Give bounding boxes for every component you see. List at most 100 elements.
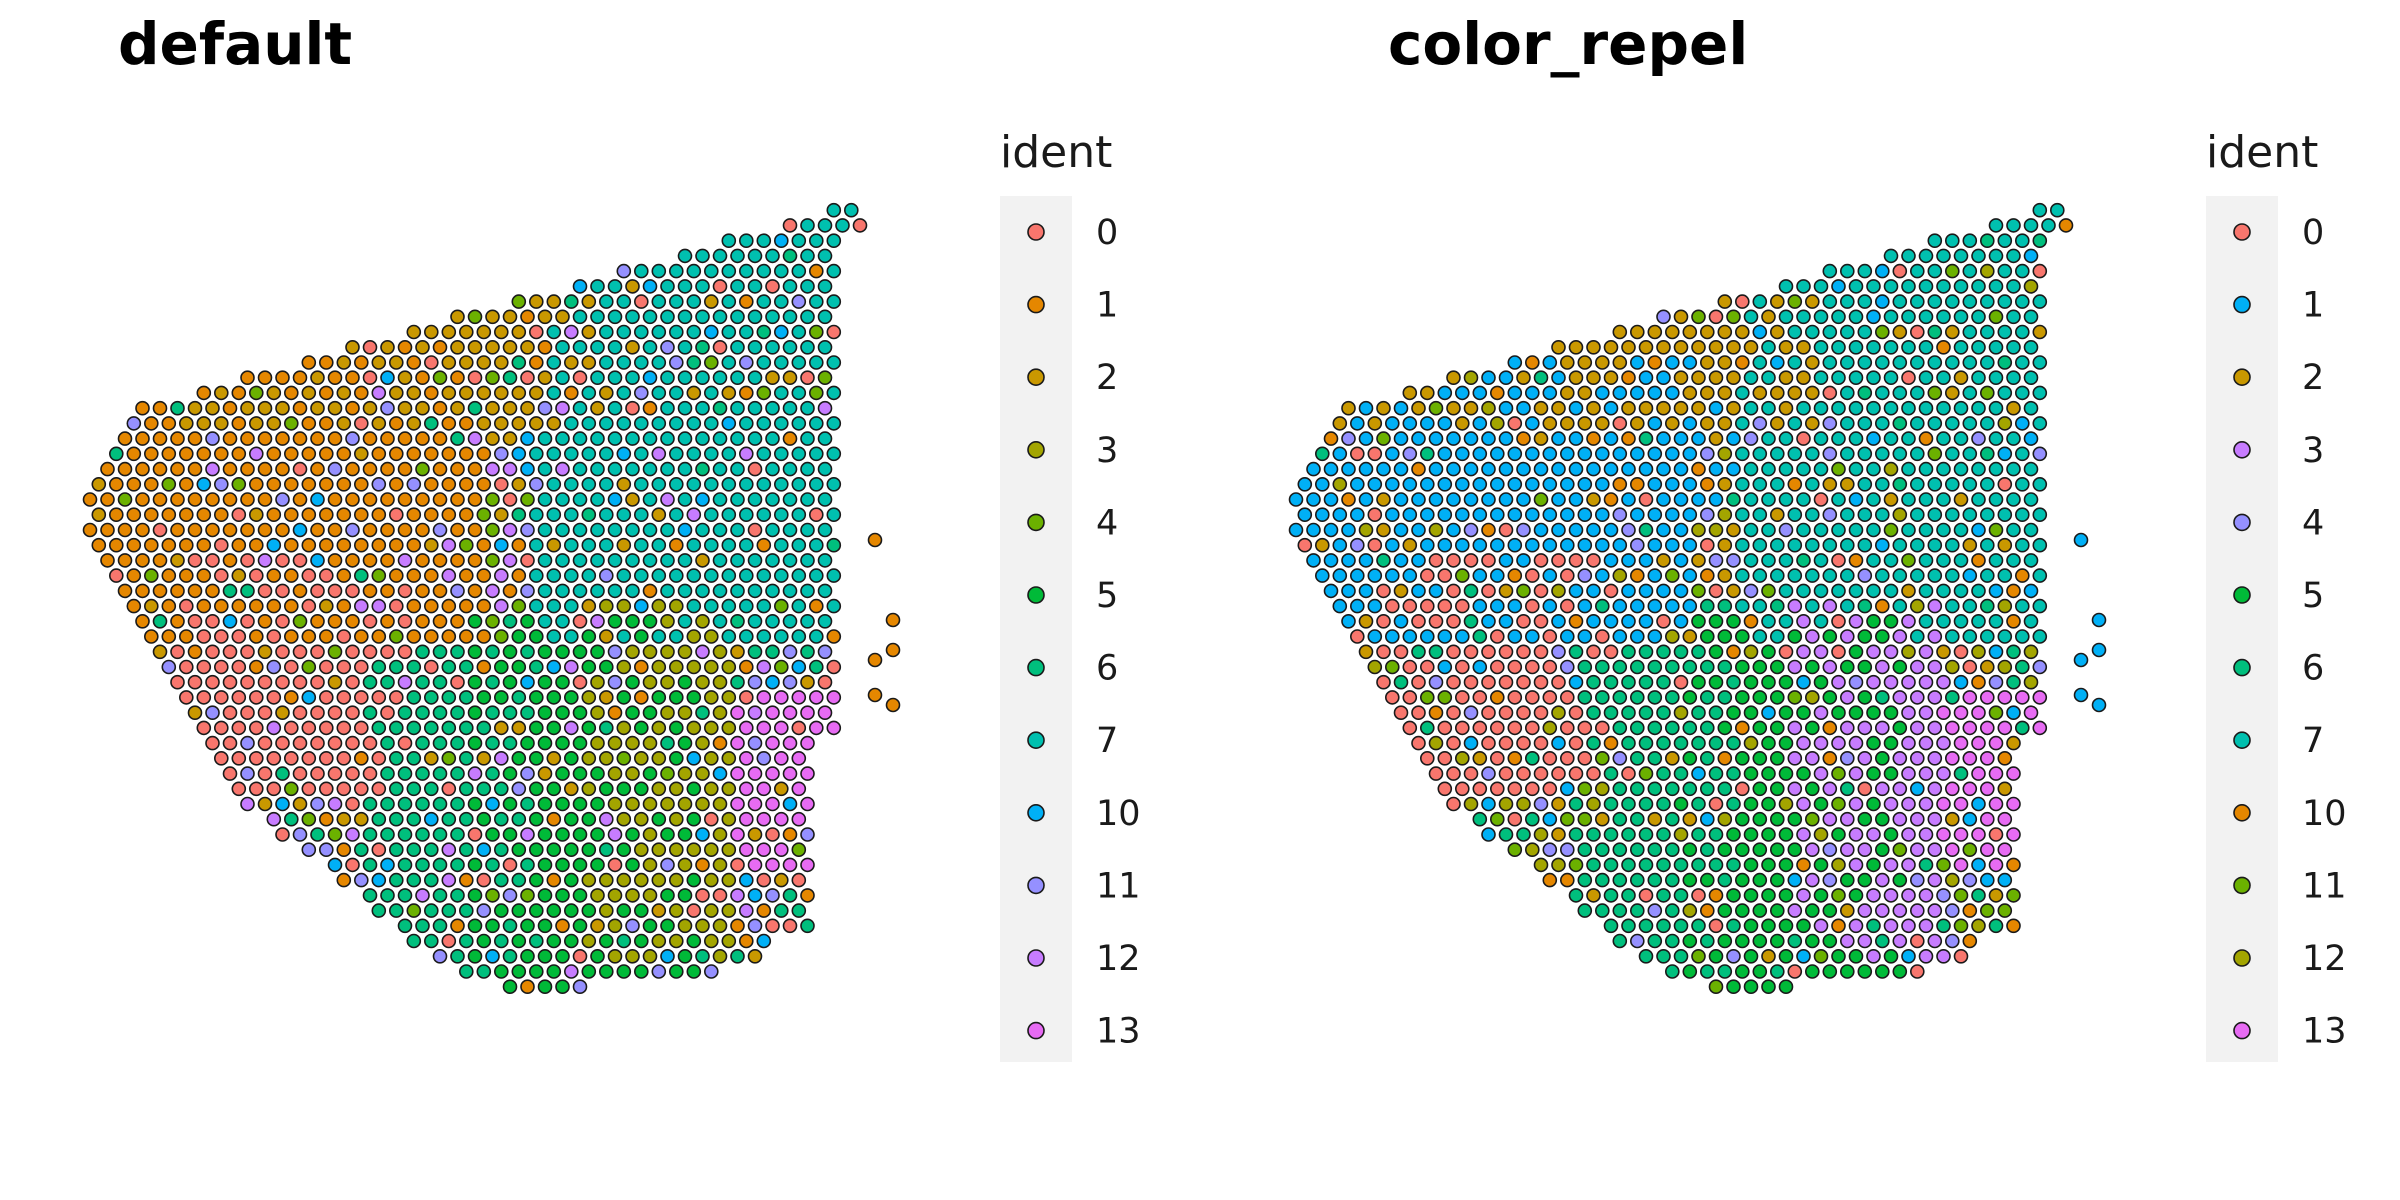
- spot-ident-1: [1875, 537, 1890, 553]
- spot-ident-7: [1918, 339, 1934, 355]
- spot-ident-0: [1376, 674, 1391, 690]
- spot-ident-1: [117, 583, 133, 599]
- spot-ident-10: [572, 279, 588, 294]
- legend-key: [2233, 658, 2251, 677]
- spot-ident-2: [1656, 553, 1671, 568]
- spot-ident-10: [520, 431, 535, 446]
- spot-ident-12: [1665, 629, 1680, 644]
- spot-ident-1: [406, 507, 422, 523]
- spot-ident-7: [1752, 629, 1768, 644]
- spot-ident-6: [450, 857, 465, 873]
- spot-ident-13: [730, 766, 745, 781]
- spot-ident-0: [362, 766, 378, 781]
- spot-ident-3: [668, 872, 684, 888]
- spot-ident-4: [1647, 903, 1663, 918]
- legend-entry-3: 3: [1027, 431, 1118, 471]
- spot-ident-1: [1577, 537, 1593, 553]
- spot-ident-0: [336, 720, 352, 736]
- spot-ident-6: [1857, 385, 1873, 401]
- spot-ident-3: [1840, 690, 1855, 705]
- spot-ident-0: [231, 690, 247, 705]
- spot-ident-6: [415, 735, 430, 751]
- spot-ident-1: [1437, 416, 1453, 431]
- legend-entry-0: 0: [1027, 213, 1118, 253]
- spot-ident-4: [248, 385, 264, 401]
- spot-ident-4: [1560, 842, 1575, 858]
- spot-ident-1: [528, 355, 544, 370]
- spot-ident-7: [1752, 446, 1768, 462]
- spot-ident-3: [625, 644, 640, 660]
- spot-ident-7: [1761, 431, 1776, 446]
- spot-ident-7: [1735, 537, 1750, 553]
- spot-ident-3: [1910, 903, 1925, 918]
- spot-ident-1: [406, 629, 422, 644]
- spot-ident-3: [1805, 750, 1820, 766]
- spot-ident-5: [1857, 629, 1873, 644]
- spot-ident-6: [1936, 918, 1951, 934]
- spot-ident-7: [817, 218, 833, 233]
- spot-ident-3: [721, 903, 737, 918]
- spot-ident-11: [1883, 522, 1899, 538]
- spot-ident-7: [791, 507, 807, 523]
- spot-ident-1: [458, 872, 474, 888]
- spot-ident-6: [1673, 644, 1689, 660]
- spot-ident-6: [1428, 644, 1444, 660]
- spot-ident-7: [555, 583, 570, 599]
- spot-ident-7: [1997, 263, 2013, 279]
- spot-ident-5: [511, 903, 527, 918]
- spot-ident-5: [1805, 964, 1820, 979]
- spot-ident-12: [1717, 811, 1733, 827]
- legend-key: [2233, 731, 2251, 750]
- spot-ident-5: [1743, 918, 1759, 934]
- spot-ident-5: [607, 613, 623, 629]
- spot-ident-7: [1840, 294, 1855, 309]
- spot-ident-7: [668, 294, 684, 309]
- spot-ident-1: [144, 446, 159, 462]
- spot-ident-7: [1857, 507, 1873, 523]
- spot-ident-0: [327, 766, 343, 781]
- spot-ident-5: [563, 872, 579, 888]
- spot-ident-7: [1840, 355, 1855, 370]
- spot-ident-1: [240, 431, 255, 446]
- spot-ident-7: [1752, 568, 1768, 583]
- spot-ident-3: [721, 811, 737, 827]
- spot-ident-2: [1726, 339, 1741, 355]
- spot-ident-1: [1953, 674, 1969, 690]
- spot-ident-0: [1402, 720, 1418, 736]
- spot-ident-1: [1647, 568, 1663, 583]
- spot-ident-2: [450, 400, 465, 416]
- spot-ident-1: [1472, 507, 1488, 523]
- spot-ident-1: [248, 629, 264, 644]
- spot-ident-5: [668, 720, 684, 736]
- spot-ident-11: [1533, 492, 1549, 507]
- spot-ident-1: [345, 613, 360, 629]
- spot-ident-13: [1945, 720, 1960, 736]
- spot-ident-0: [1455, 598, 1470, 614]
- spot-ident-0: [712, 279, 728, 294]
- spot-ident-6: [1665, 842, 1680, 858]
- spot-ident-7: [590, 279, 605, 294]
- spot-ident-1: [362, 431, 378, 446]
- spot-ident-1: [1463, 735, 1479, 751]
- spot-ident-7: [1945, 446, 1960, 462]
- spot-ident-1: [441, 446, 457, 462]
- spot-ident-2: [1787, 385, 1803, 401]
- spot-ident-7: [563, 446, 579, 462]
- spot-ident-6: [1612, 690, 1628, 705]
- spot-ident-6: [380, 735, 395, 751]
- spot-ident-6: [1647, 872, 1663, 888]
- spot-ident-1: [257, 492, 273, 507]
- spot-ident-6: [528, 659, 544, 675]
- spot-ident-1: [633, 659, 649, 675]
- spot-ident-2: [257, 796, 273, 812]
- spot-ident-1: [467, 492, 483, 507]
- spot-ident-1: [100, 553, 115, 568]
- spot-ident-5: [1770, 933, 1785, 949]
- spot-ident-0: [362, 339, 378, 355]
- spot-ident-7: [1840, 446, 1855, 462]
- spot-ident-7: [721, 568, 737, 583]
- spot-ident-5: [537, 979, 553, 995]
- spot-ident-7: [651, 629, 667, 644]
- spot-ident-5: [528, 781, 544, 797]
- spot-ident-1: [406, 598, 422, 614]
